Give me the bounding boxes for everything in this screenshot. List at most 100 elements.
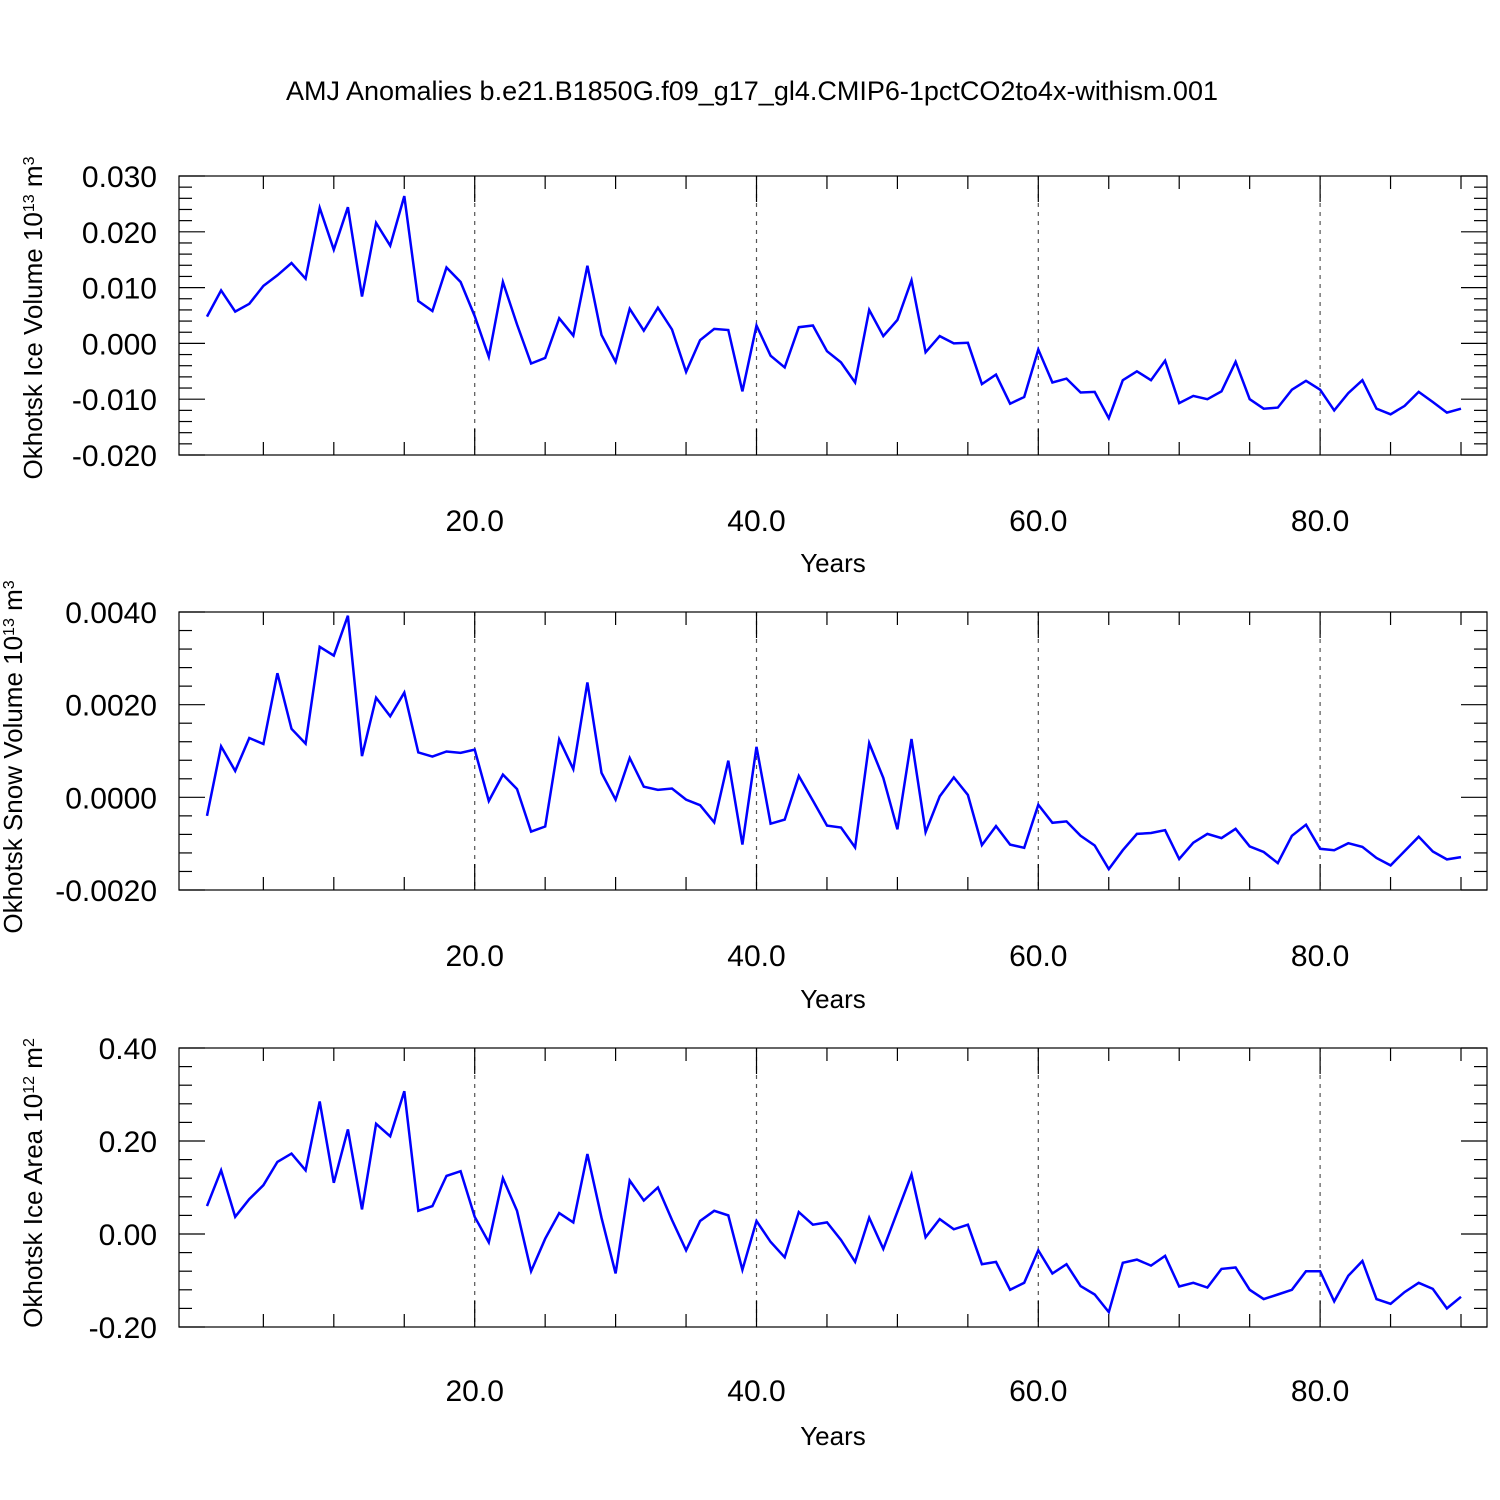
data-point bbox=[1079, 391, 1081, 393]
y-axis-label-part: m bbox=[18, 1047, 48, 1076]
data-point bbox=[347, 1128, 349, 1130]
data-point bbox=[1164, 359, 1166, 361]
data-point bbox=[248, 737, 250, 739]
data-point bbox=[910, 1173, 912, 1175]
data-point bbox=[304, 1169, 306, 1171]
data-point bbox=[1178, 858, 1180, 860]
data-point bbox=[1263, 407, 1265, 409]
data-point bbox=[854, 846, 856, 848]
data-point bbox=[628, 308, 630, 310]
data-point bbox=[1375, 857, 1377, 859]
data-point bbox=[882, 335, 884, 337]
data-point bbox=[1178, 402, 1180, 404]
data-point bbox=[1234, 1266, 1236, 1268]
data-point bbox=[1023, 396, 1025, 398]
data-point bbox=[1248, 1289, 1250, 1291]
data-point bbox=[1361, 1260, 1363, 1262]
y-tick-label: -0.010 bbox=[72, 384, 157, 417]
data-point bbox=[1122, 379, 1124, 381]
data-point bbox=[1347, 392, 1349, 394]
data-point bbox=[1432, 401, 1434, 403]
data-point bbox=[1333, 409, 1335, 411]
data-point bbox=[657, 1186, 659, 1188]
data-point bbox=[657, 789, 659, 791]
data-point bbox=[262, 743, 264, 745]
data-point bbox=[1248, 845, 1250, 847]
data-point bbox=[319, 1100, 321, 1102]
data-point bbox=[953, 342, 955, 344]
data-point bbox=[1220, 837, 1222, 839]
data-point bbox=[1206, 1286, 1208, 1288]
y-axis-label: Okhotsk Ice Area 1012 m2 bbox=[18, 1038, 48, 1328]
x-axis-label: Years bbox=[800, 548, 866, 578]
data-point bbox=[1305, 1270, 1307, 1272]
data-point bbox=[572, 768, 574, 770]
data-point bbox=[1234, 828, 1236, 830]
y-tick-label: 0.030 bbox=[82, 161, 157, 194]
data-point bbox=[643, 329, 645, 331]
data-point bbox=[741, 1269, 743, 1271]
data-point bbox=[1136, 1258, 1138, 1260]
data-point bbox=[1023, 1282, 1025, 1284]
data-point bbox=[1037, 348, 1039, 350]
data-point bbox=[333, 1182, 335, 1184]
data-point bbox=[826, 350, 828, 352]
data-point bbox=[220, 745, 222, 747]
data-point bbox=[1403, 850, 1405, 852]
data-point bbox=[1065, 377, 1067, 379]
data-point bbox=[1206, 398, 1208, 400]
y-axis-label-part: 13 bbox=[21, 194, 38, 212]
data-point bbox=[488, 356, 490, 358]
y-tick-label: 0.00 bbox=[99, 1219, 157, 1252]
data-point bbox=[558, 1212, 560, 1214]
data-point bbox=[1389, 864, 1391, 866]
data-point bbox=[375, 222, 377, 224]
data-point bbox=[1277, 1293, 1279, 1295]
y-axis-label: Okhotsk Ice Volume 1013 m3 bbox=[18, 156, 48, 479]
data-point bbox=[389, 245, 391, 247]
data-point bbox=[403, 1090, 405, 1092]
x-tick-label: 20.0 bbox=[446, 940, 504, 973]
data-point bbox=[600, 772, 602, 774]
data-point bbox=[375, 1123, 377, 1125]
data-point bbox=[868, 1217, 870, 1219]
data-point bbox=[1009, 1289, 1011, 1291]
data-point bbox=[1460, 407, 1462, 409]
series-line bbox=[205, 195, 1462, 422]
data-point bbox=[262, 1184, 264, 1186]
data-point bbox=[924, 351, 926, 353]
y-axis-label-part: 12 bbox=[21, 1076, 38, 1094]
y-tick-label: 0.0040 bbox=[65, 597, 157, 630]
data-point bbox=[1136, 833, 1138, 835]
data-point bbox=[1065, 820, 1067, 822]
data-point bbox=[488, 1241, 490, 1243]
data-point bbox=[854, 1261, 856, 1263]
data-point bbox=[361, 1208, 363, 1210]
data-point bbox=[1446, 1307, 1448, 1309]
x-tick-label: 40.0 bbox=[727, 505, 785, 538]
data-point bbox=[685, 798, 687, 800]
data-point bbox=[713, 821, 715, 823]
data-point bbox=[445, 750, 447, 752]
data-point bbox=[671, 787, 673, 789]
data-point bbox=[1305, 823, 1307, 825]
x-tick-label: 40.0 bbox=[727, 940, 785, 973]
data-point bbox=[755, 746, 757, 748]
data-point bbox=[896, 1210, 898, 1212]
data-point bbox=[220, 1169, 222, 1171]
data-point bbox=[431, 755, 433, 757]
data-point bbox=[1432, 850, 1434, 852]
data-point bbox=[910, 738, 912, 740]
data-point bbox=[488, 800, 490, 802]
data-point bbox=[502, 1177, 504, 1179]
data-point bbox=[1460, 856, 1462, 858]
data-point bbox=[1009, 843, 1011, 845]
data-point bbox=[1347, 1275, 1349, 1277]
data-point bbox=[586, 681, 588, 683]
data-point bbox=[1248, 398, 1250, 400]
data-point bbox=[1333, 1300, 1335, 1302]
data-point bbox=[304, 742, 306, 744]
data-point bbox=[699, 339, 701, 341]
data-point bbox=[1051, 1272, 1053, 1274]
